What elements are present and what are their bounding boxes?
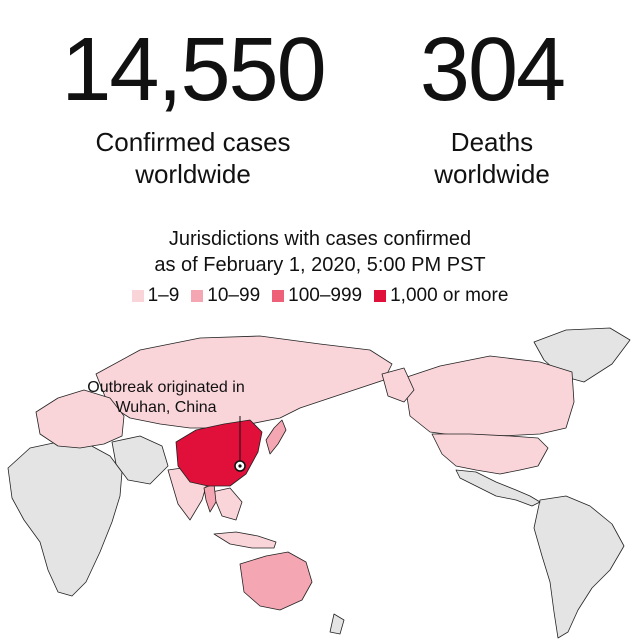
australia-region xyxy=(239,551,313,611)
japan-region xyxy=(265,419,287,455)
deaths-label-line2: worldwide xyxy=(434,159,550,189)
map-legend: 1–9 10–99 100–999 1,000 or more xyxy=(0,284,640,308)
legend-swatch-100-999 xyxy=(272,290,285,302)
map-subtitle-line2: as of February 1, 2020, 5:00 PM PST xyxy=(154,254,486,276)
legend-label-100-999: 100–999 xyxy=(288,285,363,306)
united-states-region xyxy=(431,433,549,475)
legend-item-1000-plus: 1,000 or more xyxy=(374,284,508,308)
legend-item-10-99: 10–99 xyxy=(191,284,260,308)
legend-label-1000-plus: 1,000 or more xyxy=(390,285,509,306)
middle-east-landmass xyxy=(111,435,169,485)
legend-item-100-999: 100–999 xyxy=(272,284,362,308)
deaths-label-line1: Deaths xyxy=(450,127,534,157)
alaska-region xyxy=(381,367,415,403)
deaths-label: Deaths worldwide xyxy=(392,126,592,190)
confirmed-cases-label-line2: worldwide xyxy=(135,159,251,189)
central-america-landmass xyxy=(455,469,541,507)
confirmed-cases-label-line1: Confirmed cases xyxy=(95,127,291,157)
callout-line1: Outbreak originated in xyxy=(87,379,244,396)
europe-region xyxy=(35,389,125,449)
new-zealand-landmass xyxy=(329,613,345,635)
legend-item-1-9: 1–9 xyxy=(131,284,180,308)
deaths-number: 304 xyxy=(419,20,566,120)
south-america-landmass xyxy=(533,495,625,639)
russia-region xyxy=(95,335,393,429)
confirmed-cases-number: 14,550 xyxy=(61,20,326,120)
confirmed-cases-label: Confirmed cases worldwide xyxy=(28,126,358,190)
confirmed-cases-stat: 14,550 Confirmed cases worldwide xyxy=(28,22,358,190)
wuhan-marker-dot xyxy=(238,464,242,468)
legend-swatch-1000-plus xyxy=(374,290,387,302)
canada-region xyxy=(403,355,575,437)
legend-swatch-10-99 xyxy=(191,290,204,302)
callout-line2: Wuhan, China xyxy=(115,399,216,416)
world-map: Outbreak originated in Wuhan, China xyxy=(0,320,640,640)
legend-swatch-1-9 xyxy=(131,290,144,302)
indonesia-region xyxy=(213,531,277,549)
map-subtitle: Jurisdictions with cases confirmed as of… xyxy=(0,226,640,278)
legend-label-1-9: 1–9 xyxy=(147,285,180,306)
map-subtitle-line1: Jurisdictions with cases confirmed xyxy=(168,228,472,250)
legend-label-10-99: 10–99 xyxy=(207,285,261,306)
deaths-stat: 304 Deaths worldwide xyxy=(392,22,592,190)
southeast-asia-region xyxy=(211,487,243,521)
